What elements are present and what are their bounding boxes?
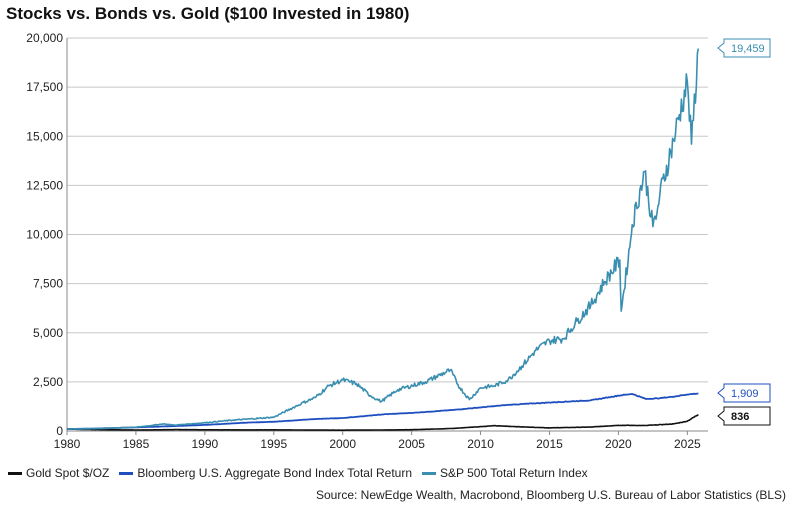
x-tick-label-1995: 1995 bbox=[260, 437, 287, 451]
x-tick-label-2005: 2005 bbox=[398, 437, 425, 451]
legend-swatch-bonds bbox=[119, 471, 134, 475]
x-tick-label-2020: 2020 bbox=[605, 437, 632, 451]
series-line-sp500 bbox=[67, 48, 700, 430]
x-tick-label-1985: 1985 bbox=[123, 437, 150, 451]
y-tick-label-5000: 5,000 bbox=[33, 326, 63, 340]
end-label-box-bonds bbox=[717, 383, 771, 403]
line-chart: 0 2,500 5,000 7,500 10,000 12,500 15,000 17,500… bbox=[26, 31, 771, 451]
y-tick-label-20000: 20,000 bbox=[26, 31, 63, 45]
x-tick-label-1980: 1980 bbox=[54, 437, 81, 451]
end-label-gold: 836 bbox=[717, 406, 771, 426]
legend-label-bonds: Bloomberg U.S. Aggregate Bond Index Tota… bbox=[137, 466, 412, 480]
series-line-bonds bbox=[67, 392, 699, 430]
end-label-box-sp500 bbox=[717, 38, 771, 58]
legend-item-bonds: Bloomberg U.S. Aggregate Bond Index Tota… bbox=[119, 466, 412, 480]
series-lines bbox=[66, 48, 700, 432]
legend-label-gold: Gold Spot $/OZ bbox=[26, 466, 110, 480]
legend-swatch-sp500 bbox=[422, 471, 436, 475]
y-tick-label-17500: 17,500 bbox=[26, 80, 63, 94]
x-tick-label-2015: 2015 bbox=[536, 437, 563, 451]
end-label-text-gold: 836 bbox=[731, 411, 749, 423]
y-axis: 0 2,500 5,000 7,500 10,000 12,500 15,000 17,500… bbox=[26, 31, 63, 438]
x-tick-label-1990: 1990 bbox=[191, 437, 218, 451]
x-tick-label-2010: 2010 bbox=[467, 437, 494, 451]
end-label-text-sp500: 19,459 bbox=[731, 43, 765, 55]
y-tick-label-10000: 10,000 bbox=[26, 228, 63, 242]
legend-swatch-gold bbox=[8, 471, 22, 475]
source-note: Source: NewEdge Wealth, Macrobond, Bloom… bbox=[315, 488, 786, 502]
end-label-sp500: 19,459 bbox=[717, 38, 771, 58]
end-label-bonds: 1,909 bbox=[717, 383, 771, 403]
legend-item-gold: Gold Spot $/OZ bbox=[8, 466, 109, 480]
x-tick-label-2025: 2025 bbox=[674, 437, 701, 451]
series-line-gold bbox=[66, 413, 699, 432]
x-tick-label-2000: 2000 bbox=[329, 437, 356, 451]
end-labels: 19,459 1,909 836 bbox=[717, 38, 771, 426]
end-label-box-gold bbox=[717, 406, 771, 426]
grid-lines bbox=[66, 37, 708, 432]
legend: Gold Spot $/OZ Bloomberg U.S. Aggregate … bbox=[8, 466, 588, 480]
y-tick-label-0: 0 bbox=[56, 424, 63, 438]
legend-label-sp500: S&P 500 Total Return Index bbox=[440, 466, 588, 480]
y-tick-label-15000: 15,000 bbox=[26, 129, 63, 143]
legend-item-sp500: S&P 500 Total Return Index bbox=[422, 466, 588, 480]
chart-title: Stocks vs. Bonds vs. Gold ($100 Invested… bbox=[6, 4, 410, 23]
y-tick-label-12500: 12,500 bbox=[26, 178, 63, 192]
x-axis: 1980 1985 1990 1995 2000 2005 2010 2015 2020 2025 bbox=[54, 431, 701, 451]
y-tick-label-7500: 7,500 bbox=[33, 277, 63, 291]
end-label-text-bonds: 1,909 bbox=[731, 388, 759, 400]
y-tick-label-2500: 2,500 bbox=[33, 375, 63, 389]
